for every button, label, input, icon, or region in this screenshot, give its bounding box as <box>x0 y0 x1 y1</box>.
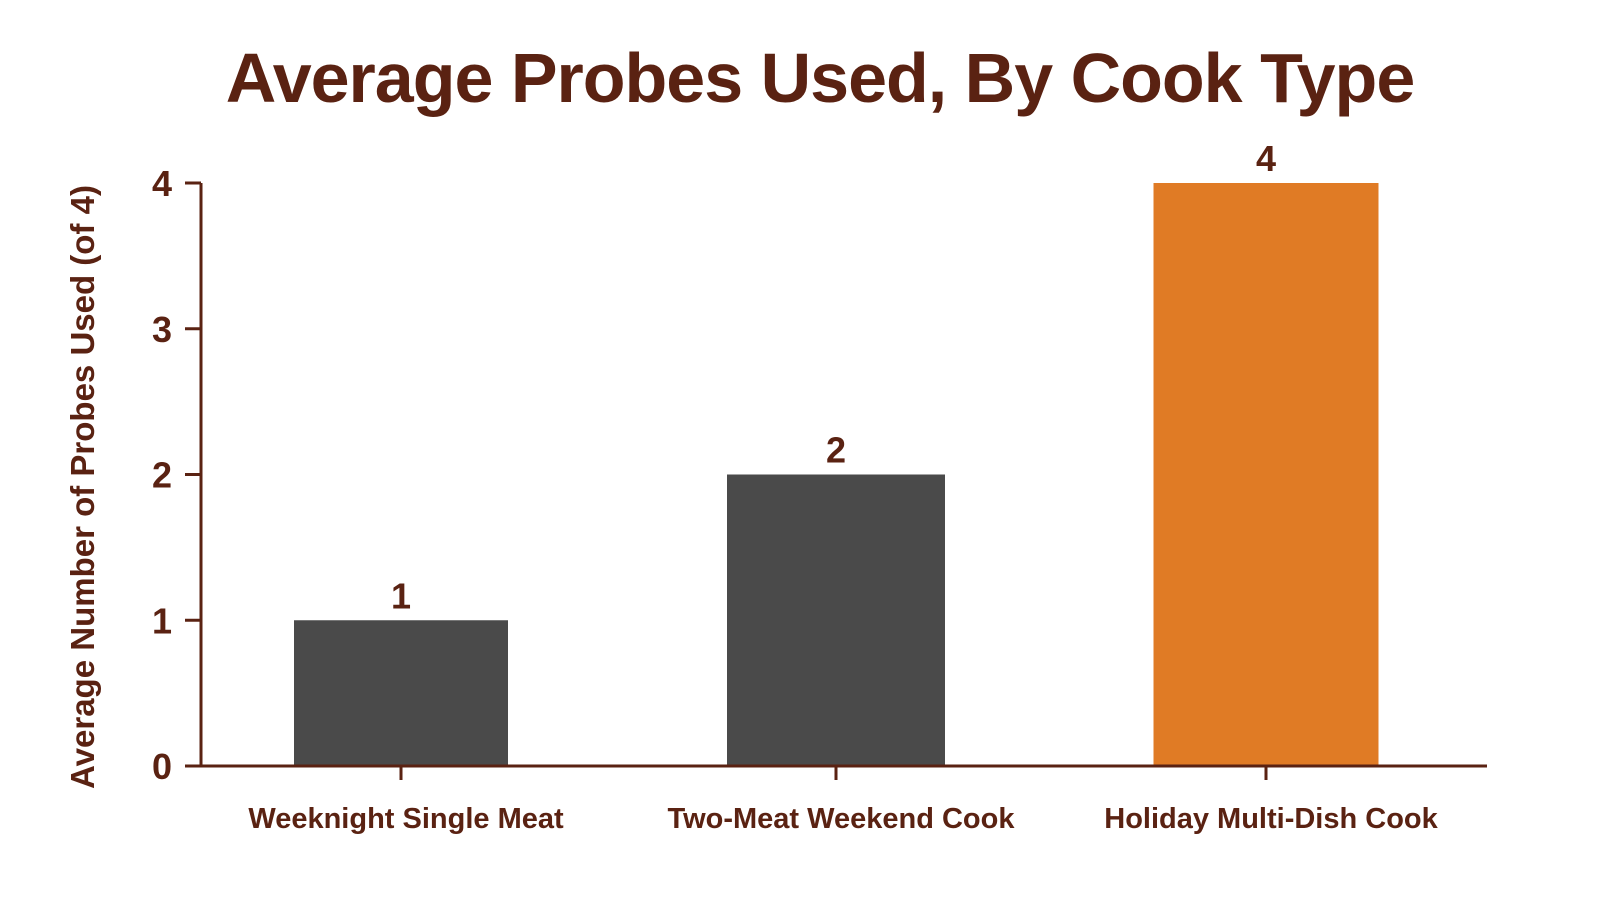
x-category-label-2: Holiday Multi-Dish Cook <box>1104 803 1438 835</box>
y-tick-label-4: 4 <box>152 163 172 204</box>
bar-1 <box>294 620 508 766</box>
bars-layer <box>294 183 1379 766</box>
data-labels: 1 2 4 <box>391 138 1276 616</box>
y-tick-label-1: 1 <box>152 600 172 641</box>
chart-title: Average Probes Used, By Cook Type <box>225 39 1416 117</box>
y-ticks: 0 1 2 3 4 <box>152 163 201 787</box>
x-ticks: Weeknight Single Meat Two-Meat Weekend Co… <box>248 766 1439 835</box>
y-axis-label: Average Number of Probes Used (of 4) <box>64 185 101 789</box>
data-label-3: 4 <box>1256 138 1276 179</box>
data-label-2: 2 <box>826 430 846 471</box>
bar-3 <box>1153 183 1379 766</box>
y-tick-label-2: 2 <box>152 455 172 496</box>
x-category-label-0: Weeknight Single Meat <box>248 803 564 835</box>
bar-2 <box>727 474 945 766</box>
y-tick-label-0: 0 <box>152 746 172 787</box>
data-label-1: 1 <box>391 575 411 616</box>
x-category-label-1: Two-Meat Weekend Cook <box>668 803 1016 835</box>
y-tick-label-3: 3 <box>152 309 172 350</box>
